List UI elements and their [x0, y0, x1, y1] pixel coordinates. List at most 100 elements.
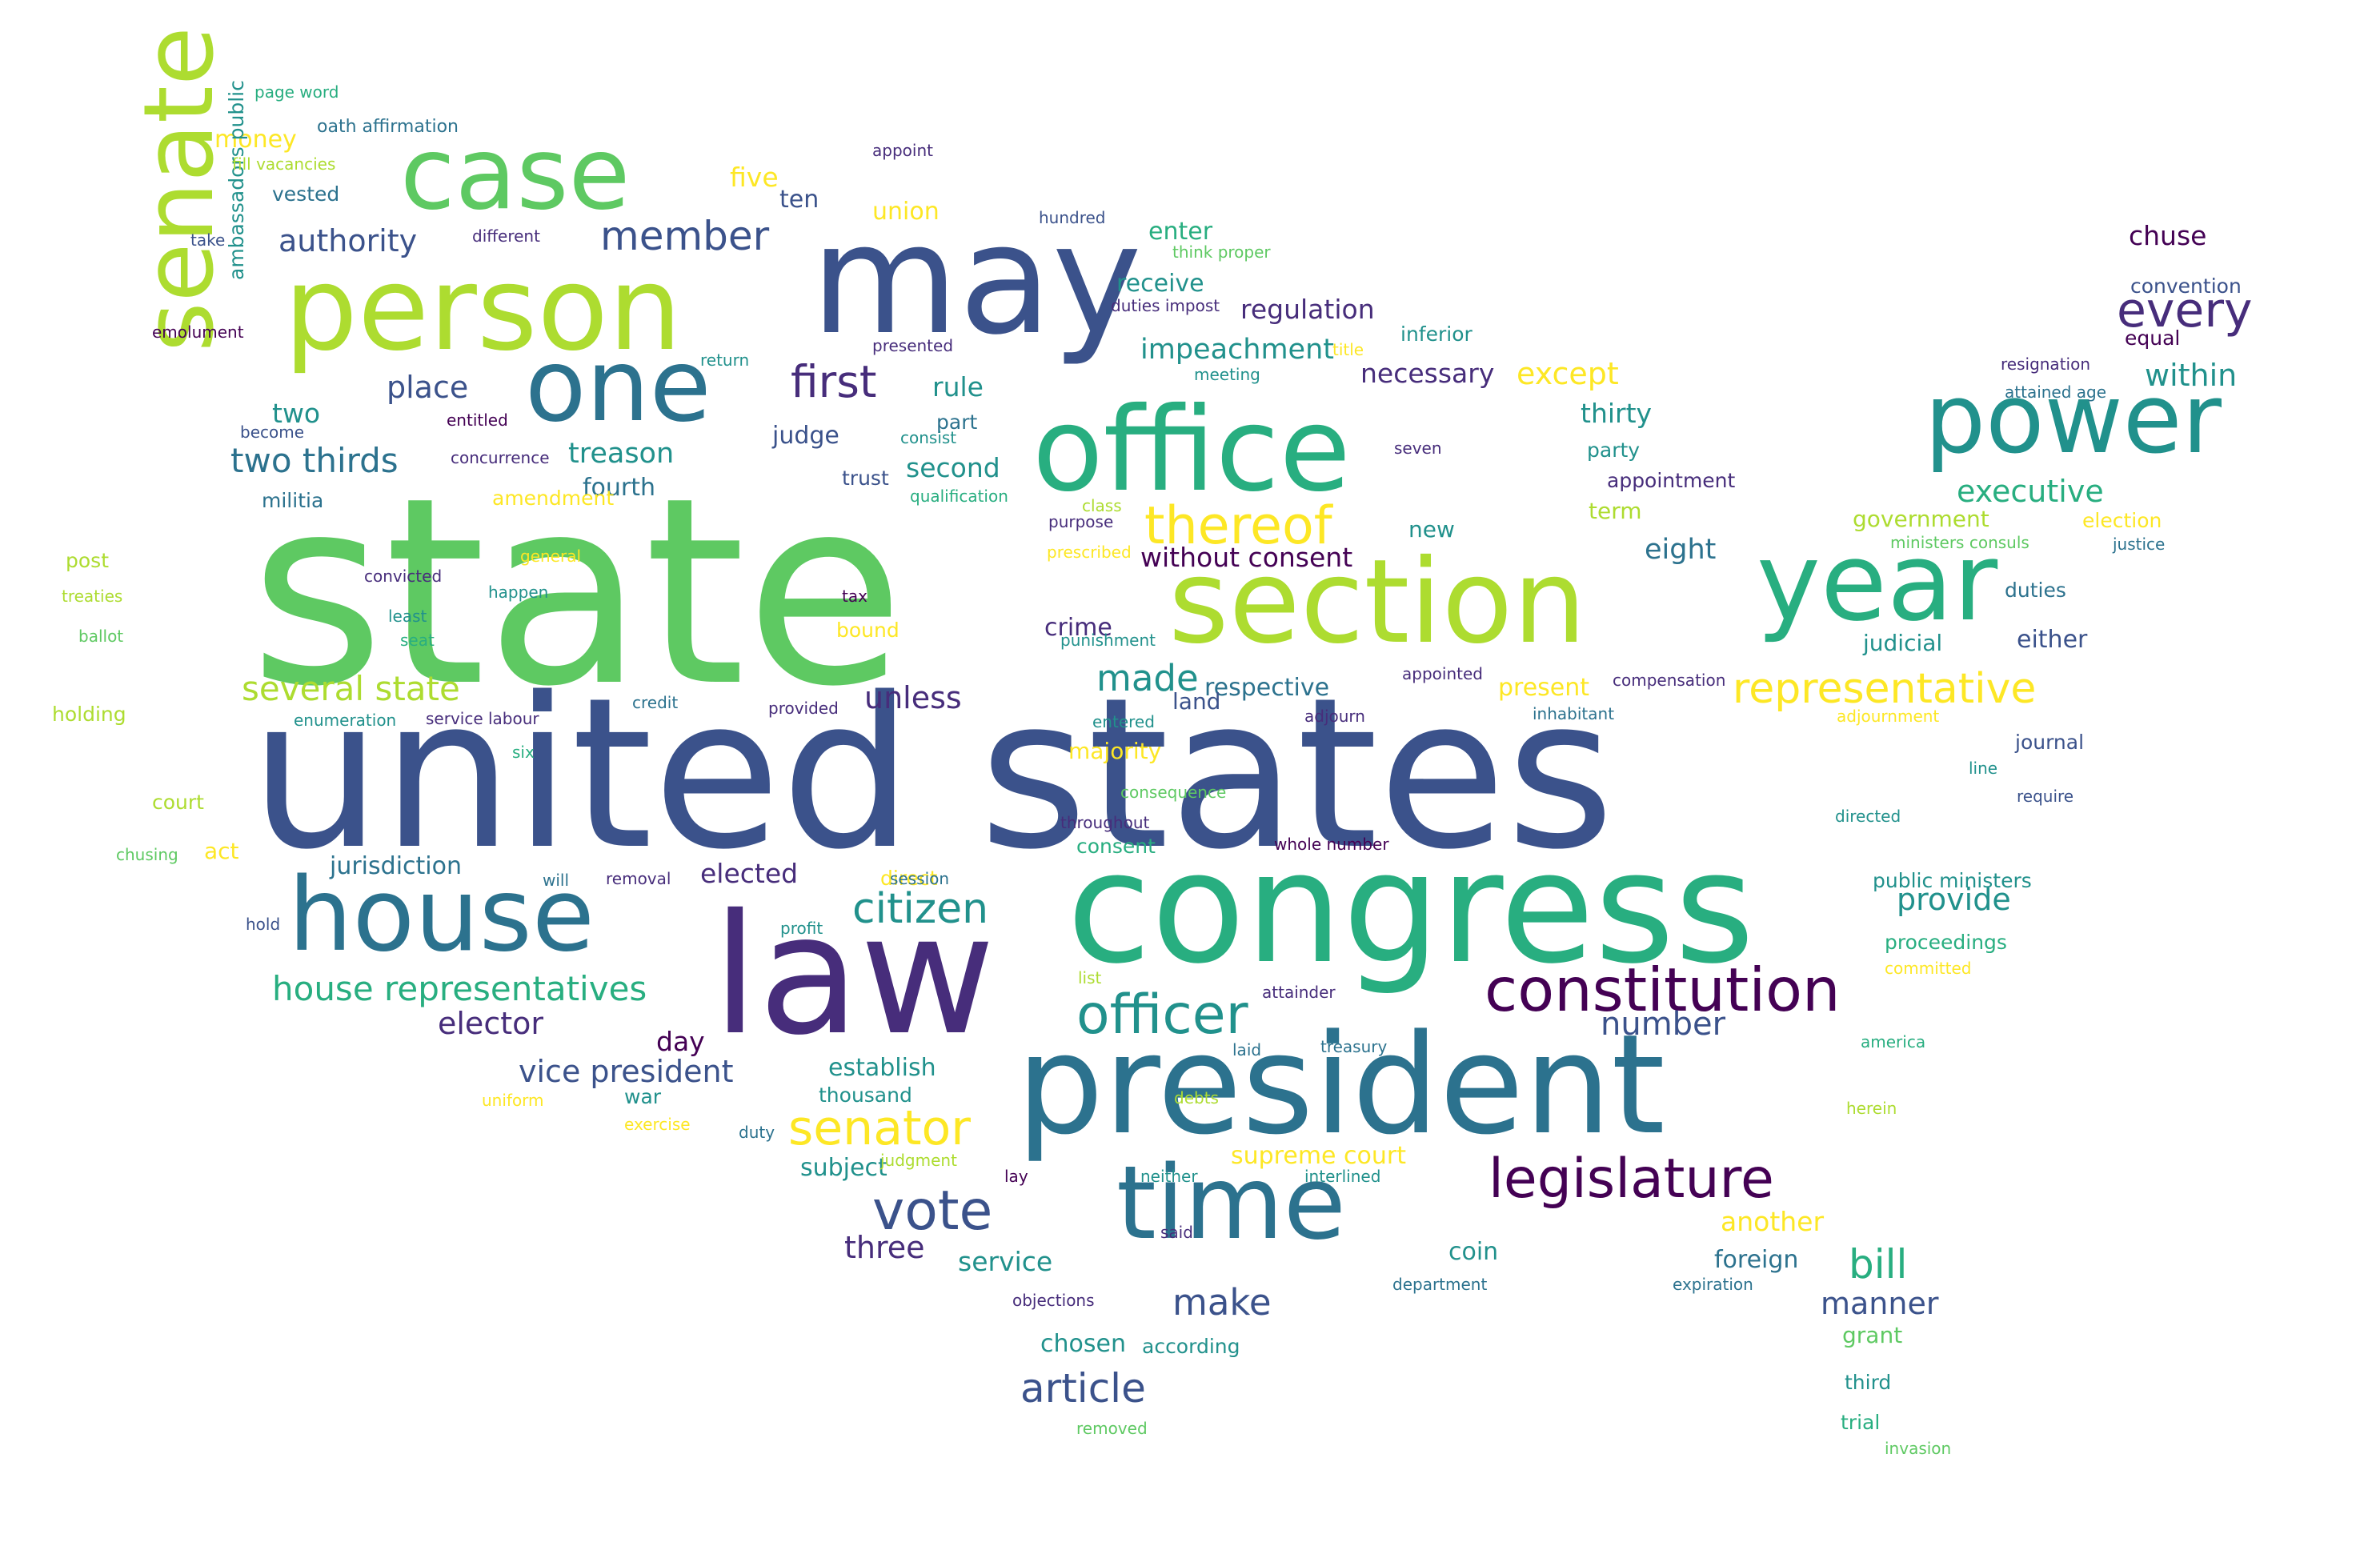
word-act: act	[204, 838, 239, 864]
word-take: take	[190, 230, 226, 250]
word-provide: provide	[1897, 882, 2011, 917]
word-six: six	[512, 743, 535, 762]
word-duties-impost: duties impost	[1111, 296, 1220, 315]
word-treasury: treasury	[1320, 1037, 1388, 1056]
word-profit: profit	[780, 919, 823, 938]
word-fill-vacancies: fill vacancies	[232, 154, 336, 174]
word-except: except	[1517, 356, 1619, 391]
word-different: different	[472, 226, 540, 246]
word-made: made	[1096, 657, 1199, 699]
word-bound: bound	[836, 619, 900, 642]
word-president: president	[1016, 1004, 1665, 1165]
word-tax: tax	[842, 587, 867, 606]
word-enter: enter	[1148, 218, 1213, 246]
word-page-word: page word	[254, 82, 339, 102]
word-service-labour: service labour	[426, 709, 539, 728]
word-second: second	[906, 452, 1000, 483]
word-office: office	[1032, 382, 1351, 518]
word-may: may	[811, 191, 1142, 368]
word-chosen: chosen	[1040, 1330, 1126, 1358]
word-jurisdiction: jurisdiction	[330, 852, 462, 880]
word-every: every	[2117, 282, 2253, 338]
word-seven: seven	[1394, 439, 1442, 458]
word-war: war	[624, 1085, 662, 1108]
word-thousand: thousand	[819, 1083, 912, 1107]
word-two: two	[272, 398, 321, 429]
word-election: election	[2082, 509, 2162, 532]
word-either: either	[2017, 626, 2088, 654]
word-hundred: hundred	[1039, 208, 1106, 227]
word-removed: removed	[1076, 1419, 1148, 1438]
word-subject: subject	[800, 1154, 887, 1182]
word-union: union	[872, 198, 940, 226]
word-adjournment: adjournment	[1837, 707, 1940, 726]
word-article: article	[1020, 1365, 1146, 1412]
word-case: case	[400, 116, 631, 232]
word-invasion: invasion	[1885, 1439, 1952, 1458]
word-ministers-consuls: ministers consuls	[1890, 533, 2029, 552]
word-day: day	[656, 1026, 705, 1057]
word-house: house	[288, 855, 595, 974]
word-another: another	[1721, 1206, 1825, 1237]
word-majority: majority	[1068, 738, 1162, 764]
word-credit: credit	[632, 693, 679, 712]
word-one: one	[525, 328, 711, 444]
word-ten: ten	[779, 186, 819, 214]
word-attained-age: attained age	[2005, 382, 2107, 402]
word-require: require	[2017, 787, 2074, 806]
word-entered: entered	[1092, 712, 1155, 731]
word-law: law	[712, 879, 996, 1071]
word-attainder: attainder	[1262, 983, 1336, 1002]
word-receive: receive	[1116, 270, 1204, 298]
word-term: term	[1589, 498, 1642, 524]
word-rule: rule	[932, 371, 984, 403]
word-general: general	[520, 547, 582, 566]
word-bill: bill	[1849, 1241, 1908, 1288]
word-without-consent: without consent	[1140, 542, 1353, 573]
word-chusing: chusing	[116, 845, 178, 864]
word-five: five	[730, 162, 779, 193]
word-seat: seat	[400, 631, 435, 650]
word-removal: removal	[606, 869, 671, 888]
word-regulation: regulation	[1240, 294, 1375, 325]
word-duty: duty	[739, 1123, 775, 1142]
word-resignation: resignation	[2001, 354, 2091, 374]
word-congress: congress	[1067, 819, 1755, 998]
word-impeachment: impeachment	[1140, 334, 1334, 366]
word-inferior: inferior	[1400, 322, 1472, 346]
word-consist: consist	[900, 428, 957, 447]
word-vice-president: vice president	[519, 1054, 734, 1089]
word-debts: debts	[1174, 1088, 1219, 1107]
word-member: member	[600, 213, 770, 259]
word-foreign: foreign	[1714, 1246, 1799, 1274]
word-necessary: necessary	[1360, 358, 1495, 389]
word-neither: neither	[1140, 1167, 1198, 1186]
word-grant: grant	[1842, 1322, 1903, 1348]
word-appointment: appointment	[1607, 469, 1736, 492]
word-number: number	[1601, 1006, 1726, 1043]
word-herein: herein	[1846, 1099, 1897, 1118]
word-part: part	[936, 411, 978, 434]
word-emolument: emolument	[152, 322, 244, 342]
word-committed: committed	[1885, 959, 1972, 978]
word-entitled: entitled	[447, 411, 508, 430]
word-interlined: interlined	[1304, 1167, 1381, 1186]
word-eight: eight	[1645, 534, 1717, 566]
word-elected: elected	[700, 858, 799, 889]
word-public-ministers: public ministers	[1873, 869, 2032, 892]
word-session: session	[890, 869, 950, 888]
word-qualification: qualification	[910, 487, 1008, 506]
word-chuse: chuse	[2129, 220, 2207, 251]
word-expiration: expiration	[1673, 1275, 1753, 1294]
word-holding: holding	[52, 703, 126, 726]
word-several-state: several state	[242, 669, 460, 708]
word-militia: militia	[262, 489, 324, 512]
word-senate: senate	[124, 26, 235, 352]
word-whole-number: whole number	[1274, 835, 1389, 854]
word-court: court	[152, 791, 204, 814]
word-provided: provided	[768, 699, 839, 718]
word-senator: senator	[788, 1100, 971, 1156]
word-compensation: compensation	[1613, 671, 1726, 690]
word-unless: unless	[864, 680, 962, 715]
word-coin: coin	[1448, 1238, 1499, 1266]
